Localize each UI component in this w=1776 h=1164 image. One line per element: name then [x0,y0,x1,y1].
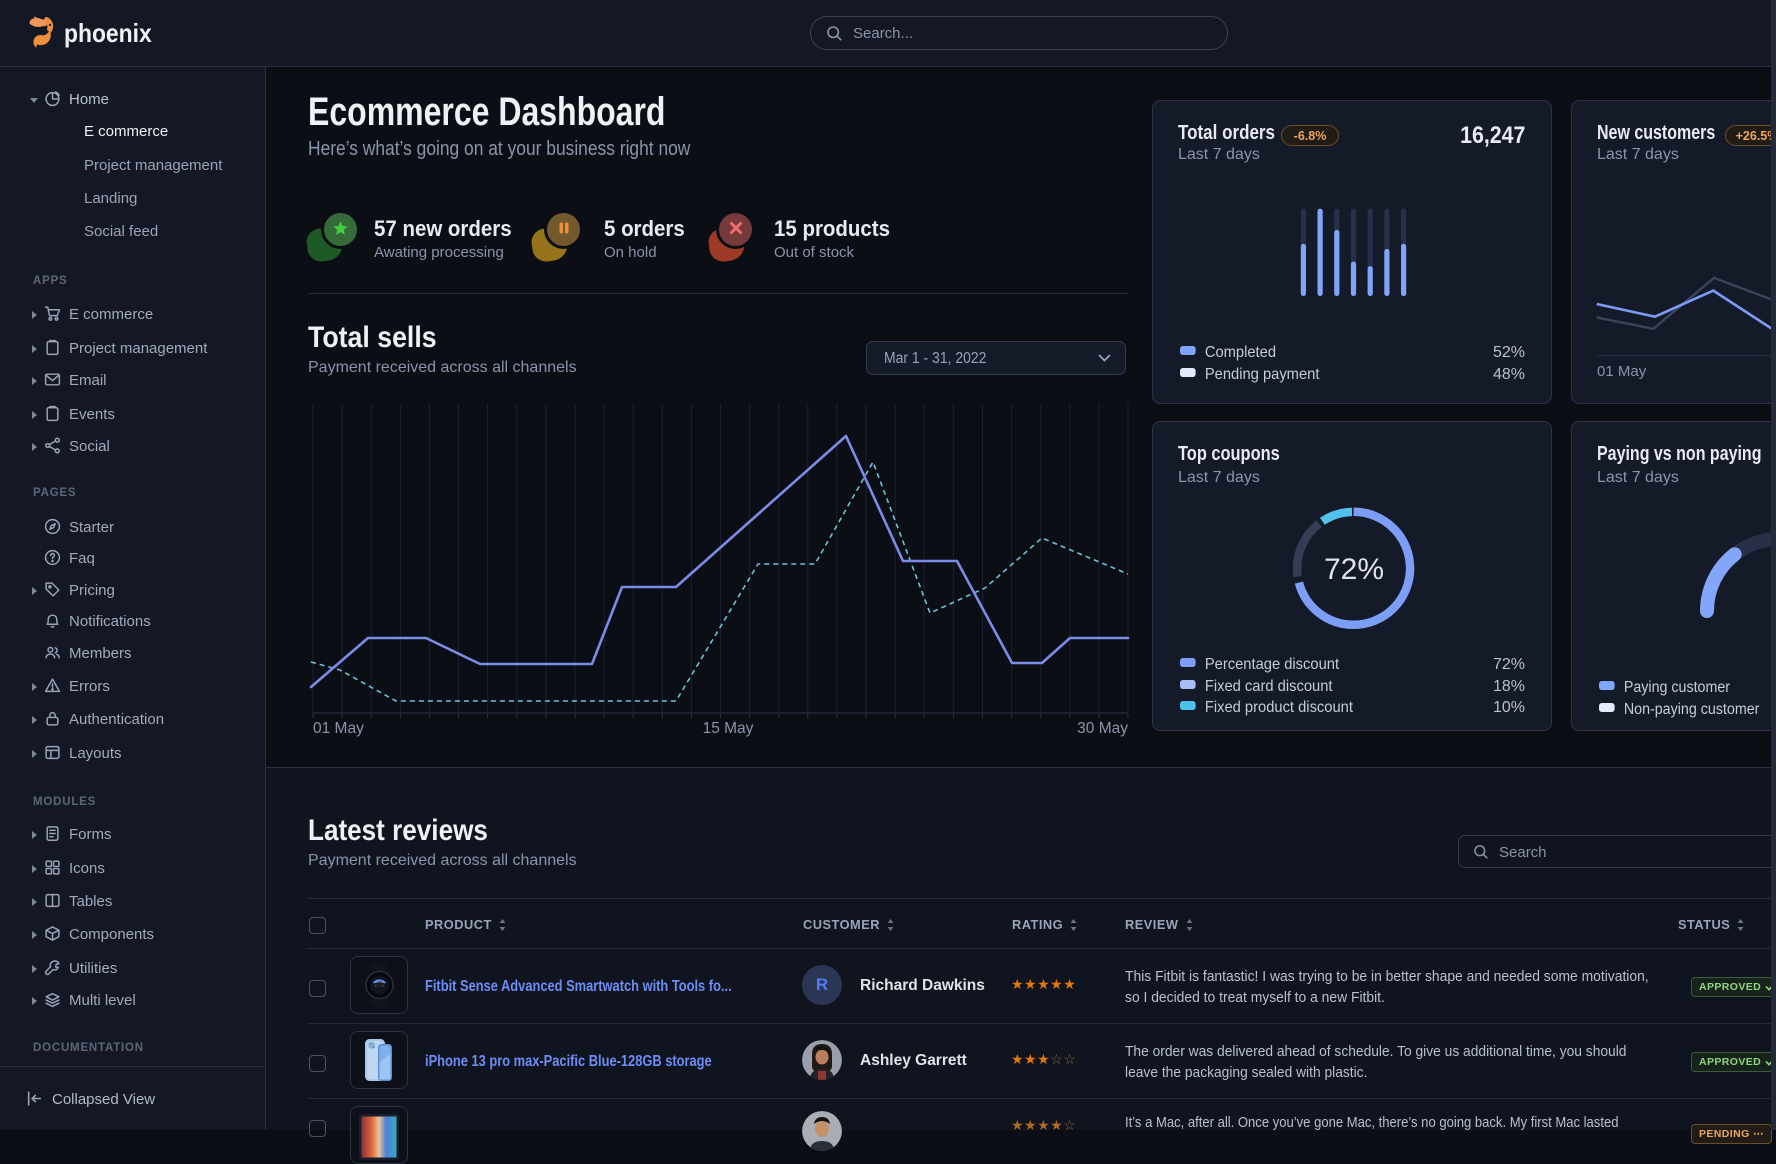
svg-text:01 May: 01 May [313,720,364,737]
svg-text:09:14: 09:14 [375,980,384,984]
svg-text:30 May: 30 May [1077,720,1128,737]
svg-text:15 May: 15 May [703,720,754,737]
